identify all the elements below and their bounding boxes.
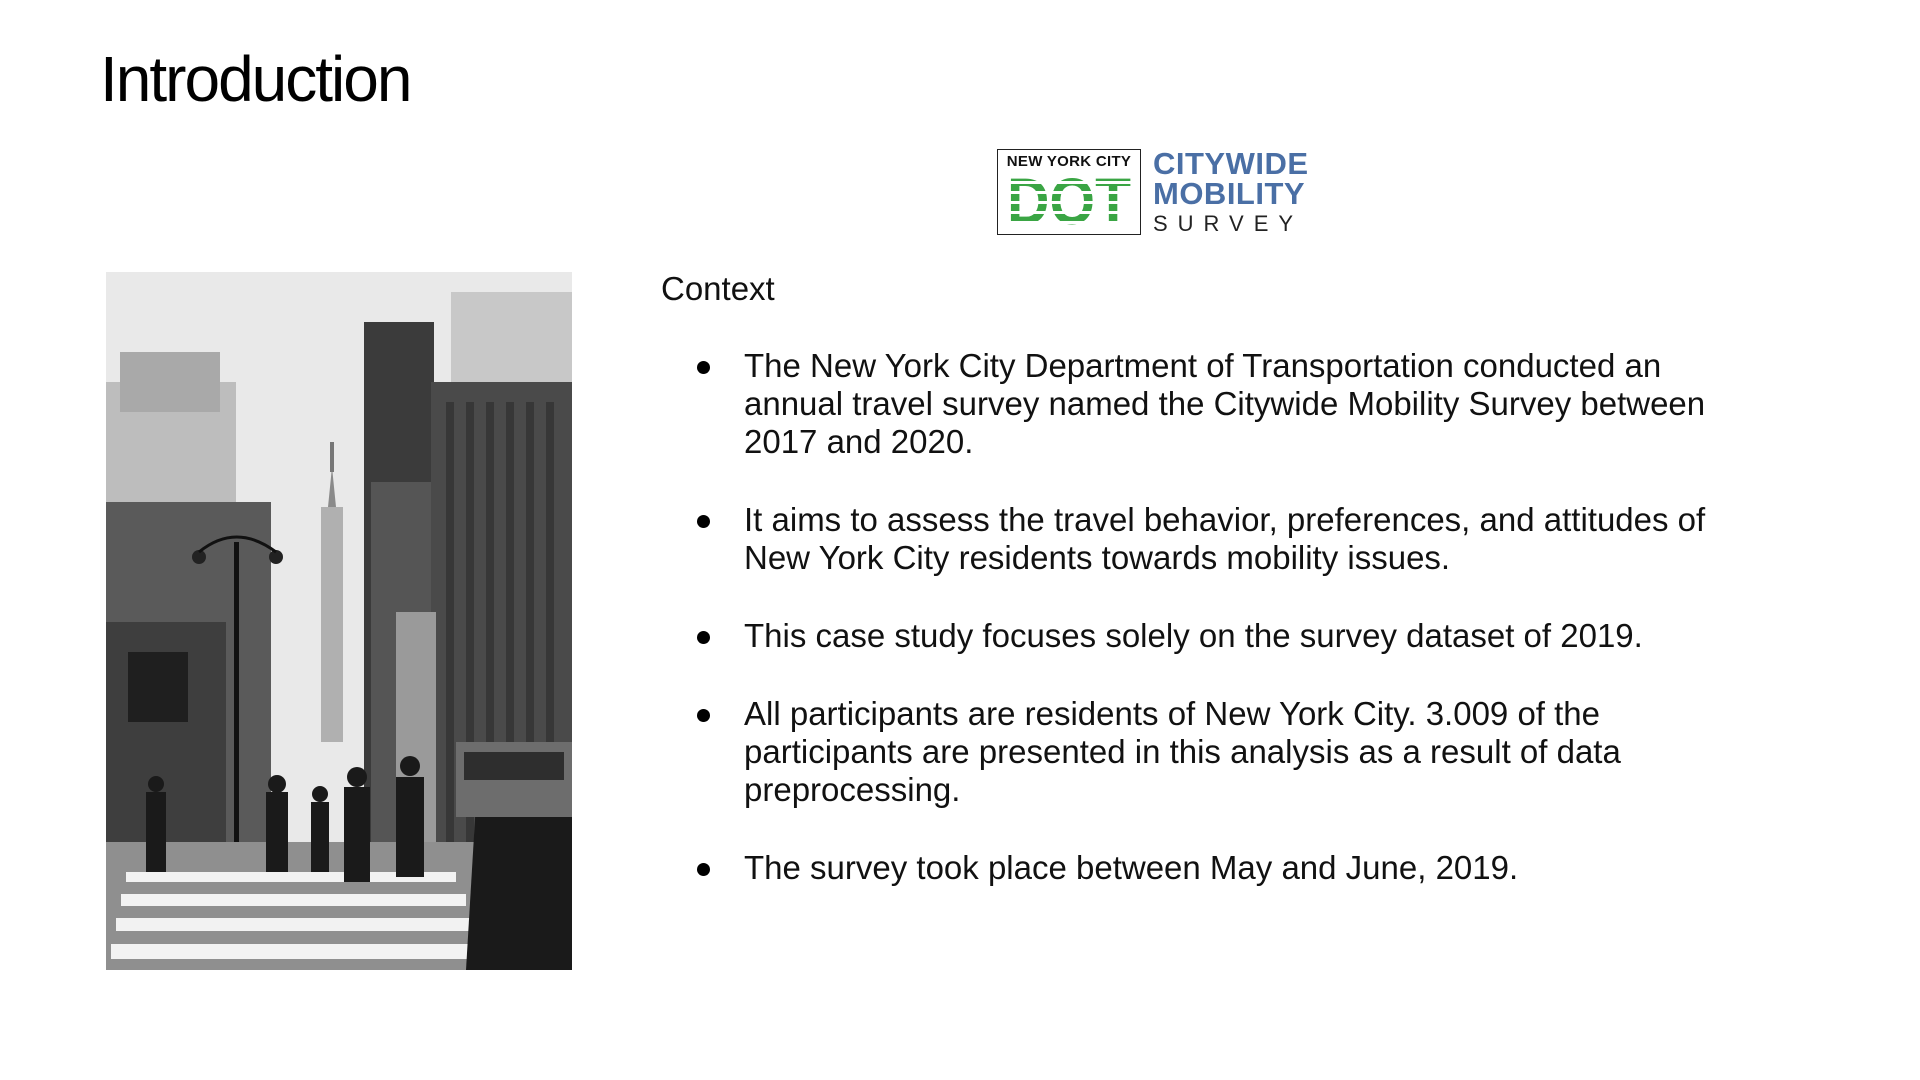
dot-letters: DOT xyxy=(1007,174,1131,226)
bullet-dot-icon xyxy=(697,361,710,374)
logo-nyc-text: NEW YORK CITY xyxy=(1006,153,1132,170)
nyc-dot-logo-box: NEW YORK CITY DOT xyxy=(997,149,1141,235)
slide-title: Introduction xyxy=(100,43,412,115)
bullet-item: It aims to assess the travel behavior, p… xyxy=(697,501,1737,577)
bullet-dot-icon xyxy=(697,631,710,644)
bullet-dot-icon xyxy=(697,709,710,722)
logo-citywide-text: CITYWIDE xyxy=(1153,146,1309,181)
logo-wordmark: CITYWIDE MOBILITY SURVEY xyxy=(1153,146,1309,237)
bullet-dot-icon xyxy=(697,515,710,528)
context-bullet-list: The New York City Department of Transpor… xyxy=(697,347,1737,927)
bullet-text: This case study focuses solely on the su… xyxy=(744,617,1643,654)
nyc-dot-citywide-mobility-survey-logo: NEW YORK CITY DOT CITYWIDE MOBILITY SURV… xyxy=(997,146,1309,237)
dot-logo-graphic: DOT xyxy=(1007,174,1131,226)
bullet-item: All participants are residents of New Yo… xyxy=(697,695,1737,809)
bullet-text: It aims to assess the travel behavior, p… xyxy=(744,501,1706,576)
bullet-item: This case study focuses solely on the su… xyxy=(697,617,1737,655)
logo-survey-text: SURVEY xyxy=(1153,211,1304,236)
bullet-item: The New York City Department of Transpor… xyxy=(697,347,1737,461)
context-heading: Context xyxy=(661,270,775,307)
logo-mobility-text: MOBILITY xyxy=(1153,176,1306,211)
bullet-item: The survey took place between May and Ju… xyxy=(697,849,1737,887)
bullet-dot-icon xyxy=(697,863,710,876)
bullet-text: The survey took place between May and Ju… xyxy=(744,849,1519,886)
nyc-street-photo xyxy=(106,272,572,970)
bullet-text: The New York City Department of Transpor… xyxy=(744,347,1706,460)
bullet-text: All participants are residents of New Yo… xyxy=(744,695,1621,808)
